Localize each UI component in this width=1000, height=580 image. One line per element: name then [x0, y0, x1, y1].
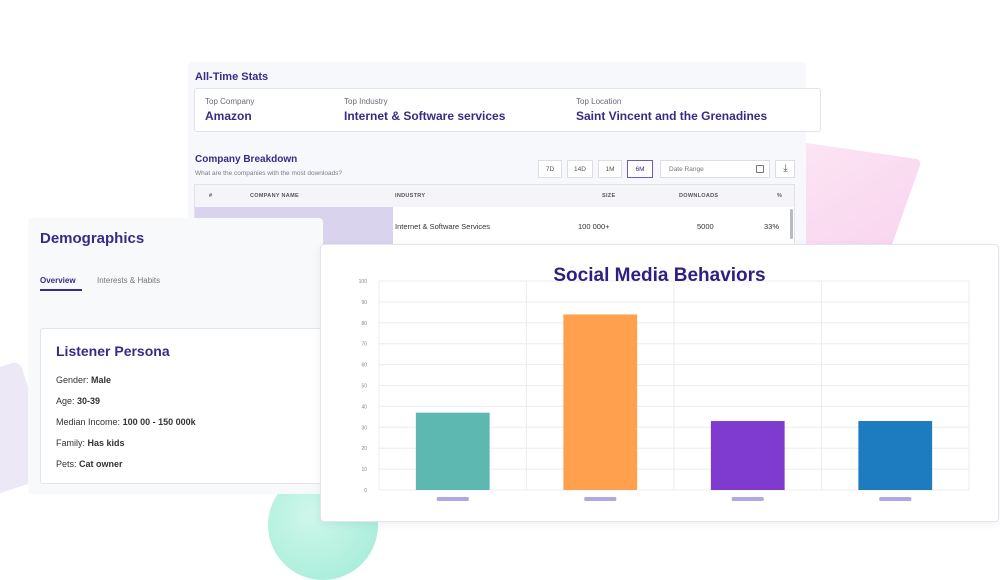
stat-top-location: Top Location Saint Vincent and the Grena…	[576, 97, 767, 123]
persona-value: Has kids	[87, 438, 125, 448]
persona-line: Pets: Cat owner	[56, 459, 123, 469]
date-range-placeholder: Date Range	[669, 166, 704, 173]
y-tick-label: 0	[364, 488, 367, 494]
stat-label: Top Company	[205, 97, 255, 106]
persona-line: Family: Has kids	[56, 438, 125, 448]
chart-title: Social Media Behaviors	[553, 265, 766, 286]
persona-label: Age:	[56, 396, 75, 406]
cell-industry: Internet & Software Services	[395, 222, 491, 231]
table-scrollbar[interactable]	[790, 209, 793, 239]
demographics-title: Demographics	[40, 230, 145, 247]
y-tick-label: 70	[361, 342, 367, 348]
persona-label: Pets:	[56, 459, 77, 469]
col-downloads: DOWNLOADS	[679, 193, 719, 199]
range-14d-button[interactable]: 14D	[567, 160, 593, 178]
stat-label: Top Industry	[344, 97, 388, 106]
tab-interests-habits[interactable]: Interests & Habits	[97, 276, 161, 285]
y-tick-label: 90	[361, 300, 367, 306]
table-header: # COMPANY NAME INDUSTRY SIZE DOWNLOADS %	[195, 185, 794, 207]
active-tab-indicator	[40, 289, 82, 291]
stat-value: Internet & Software services	[344, 109, 506, 123]
y-tick-label: 50	[361, 384, 367, 390]
bar	[710, 421, 785, 490]
col-percent: %	[777, 193, 783, 199]
persona-line: Median Income: 100 00 - 150 000k	[56, 417, 196, 427]
date-range-input[interactable]: Date Range	[660, 160, 770, 178]
category-label-placeholder	[436, 497, 469, 501]
y-tick-label: 60	[361, 363, 367, 369]
category-label-placeholder	[584, 497, 617, 501]
stat-top-industry: Top Industry Internet & Software service…	[344, 97, 505, 123]
cell-size: 100 000+	[578, 222, 610, 231]
calendar-icon[interactable]	[756, 165, 764, 173]
company-breakdown-subtitle: What are the companies with the most dow…	[195, 170, 343, 177]
persona-value: 100 00 - 150 000k	[122, 417, 196, 427]
y-tick-label: 30	[361, 425, 367, 431]
persona-label: Gender:	[56, 375, 89, 385]
y-tick-label: 20	[361, 446, 367, 452]
stat-value: Saint Vincent and the Grenadines	[576, 109, 768, 123]
bar	[563, 314, 638, 490]
cell-percent: 33%	[764, 222, 780, 231]
category-label-placeholder	[731, 497, 764, 501]
range-7d-button[interactable]: 7D	[538, 160, 562, 178]
persona-value: 30-39	[77, 396, 101, 406]
tab-overview[interactable]: Overview	[40, 276, 76, 285]
listener-persona-card: Listener Persona Gender: Male Age: 30-39 M…	[40, 328, 330, 484]
demographics-panel: Demographics Overview Interests & Habits…	[28, 218, 330, 494]
col-rank: #	[209, 193, 213, 199]
persona-label: Family:	[56, 438, 85, 448]
social-media-chart-card: 0 10 20 30 40 50 60 70 80 90 100 Social Media Beha…	[320, 244, 999, 522]
persona-value: Cat owner	[79, 459, 123, 469]
bar	[415, 412, 490, 490]
range-6m-button[interactable]: 6M	[627, 160, 653, 178]
bar	[858, 421, 933, 490]
col-company-name: COMPANY NAME	[250, 193, 299, 199]
persona-line: Age: 30-39	[56, 396, 100, 406]
col-size: SIZE	[602, 193, 616, 199]
stat-value: Amazon	[205, 109, 252, 123]
all-time-stats-title: All-Time Stats	[195, 71, 269, 83]
range-1m-button[interactable]: 1M	[598, 160, 622, 178]
y-tick-label: 40	[361, 404, 367, 410]
y-tick-label: 80	[361, 321, 367, 327]
cell-downloads: 5000	[697, 222, 714, 231]
company-breakdown-title: Company Breakdown	[195, 154, 298, 165]
stat-top-company: Top Company Amazon	[205, 97, 254, 123]
download-button[interactable]: ⤓	[775, 160, 795, 178]
listener-persona-title: Listener Persona	[56, 343, 170, 359]
col-industry: INDUSTRY	[395, 193, 426, 199]
persona-label: Median Income:	[56, 417, 121, 427]
persona-line: Gender: Male	[56, 375, 111, 385]
category-label-placeholder	[879, 497, 912, 501]
download-icon: ⤓	[783, 163, 788, 174]
stat-label: Top Location	[576, 97, 622, 106]
y-tick-label: 10	[361, 467, 367, 473]
y-tick-label: 100	[359, 279, 368, 285]
bar-chart: 0 10 20 30 40 50 60 70 80 90 100	[359, 279, 970, 501]
stats-summary-box: Top Company Amazon Top Industry Internet…	[194, 88, 821, 132]
persona-value: Male	[91, 375, 112, 385]
